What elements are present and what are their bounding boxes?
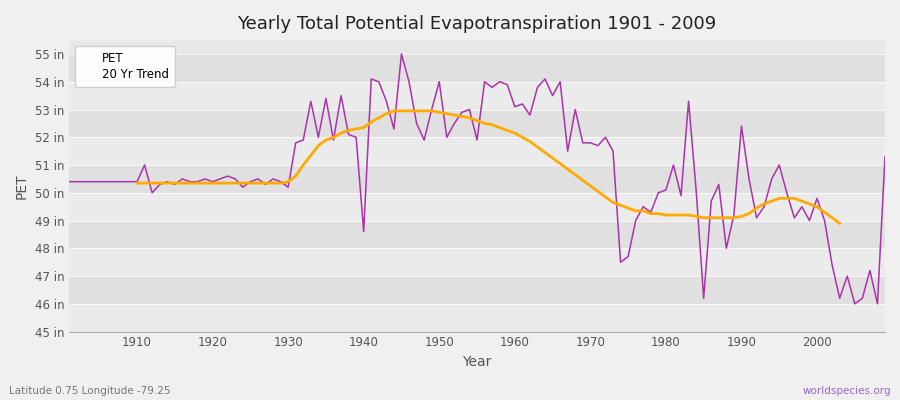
Bar (69, 110, 885, 137)
20 Yr Trend (509, 131, 520, 136)
Bar (69, 304, 885, 332)
20 Yr Trend (600, 194, 611, 199)
20 Yr Trend (502, 128, 513, 133)
Text: worldspecies.org: worldspecies.org (803, 386, 891, 396)
Bar (69, 137, 885, 165)
PET (517, 102, 527, 106)
20 Yr Trend (291, 174, 302, 178)
PET (396, 52, 407, 56)
PET (608, 149, 618, 154)
PET (879, 154, 890, 159)
Bar (69, 54, 885, 82)
Bar (69, 220, 885, 248)
PET (124, 179, 135, 184)
Text: Latitude 0.75 Longitude -79.25: Latitude 0.75 Longitude -79.25 (9, 386, 170, 396)
Title: Yearly Total Potential Evapotranspiration 1901 - 2009: Yearly Total Potential Evapotranspiratio… (238, 15, 716, 33)
PET (509, 104, 520, 109)
PET (64, 179, 75, 184)
Bar (69, 82, 885, 110)
Bar (69, 248, 885, 276)
Bar (69, 193, 885, 220)
Y-axis label: PET: PET (15, 173, 29, 199)
Bar (69, 165, 885, 193)
Line: PET: PET (69, 54, 885, 304)
PET (291, 140, 302, 145)
PET (850, 302, 860, 306)
20 Yr Trend (336, 131, 346, 136)
Bar (69, 276, 885, 304)
X-axis label: Year: Year (463, 355, 491, 369)
Line: 20 Yr Trend: 20 Yr Trend (137, 111, 840, 223)
PET (336, 93, 346, 98)
Legend: PET, 20 Yr Trend: PET, 20 Yr Trend (75, 46, 175, 87)
